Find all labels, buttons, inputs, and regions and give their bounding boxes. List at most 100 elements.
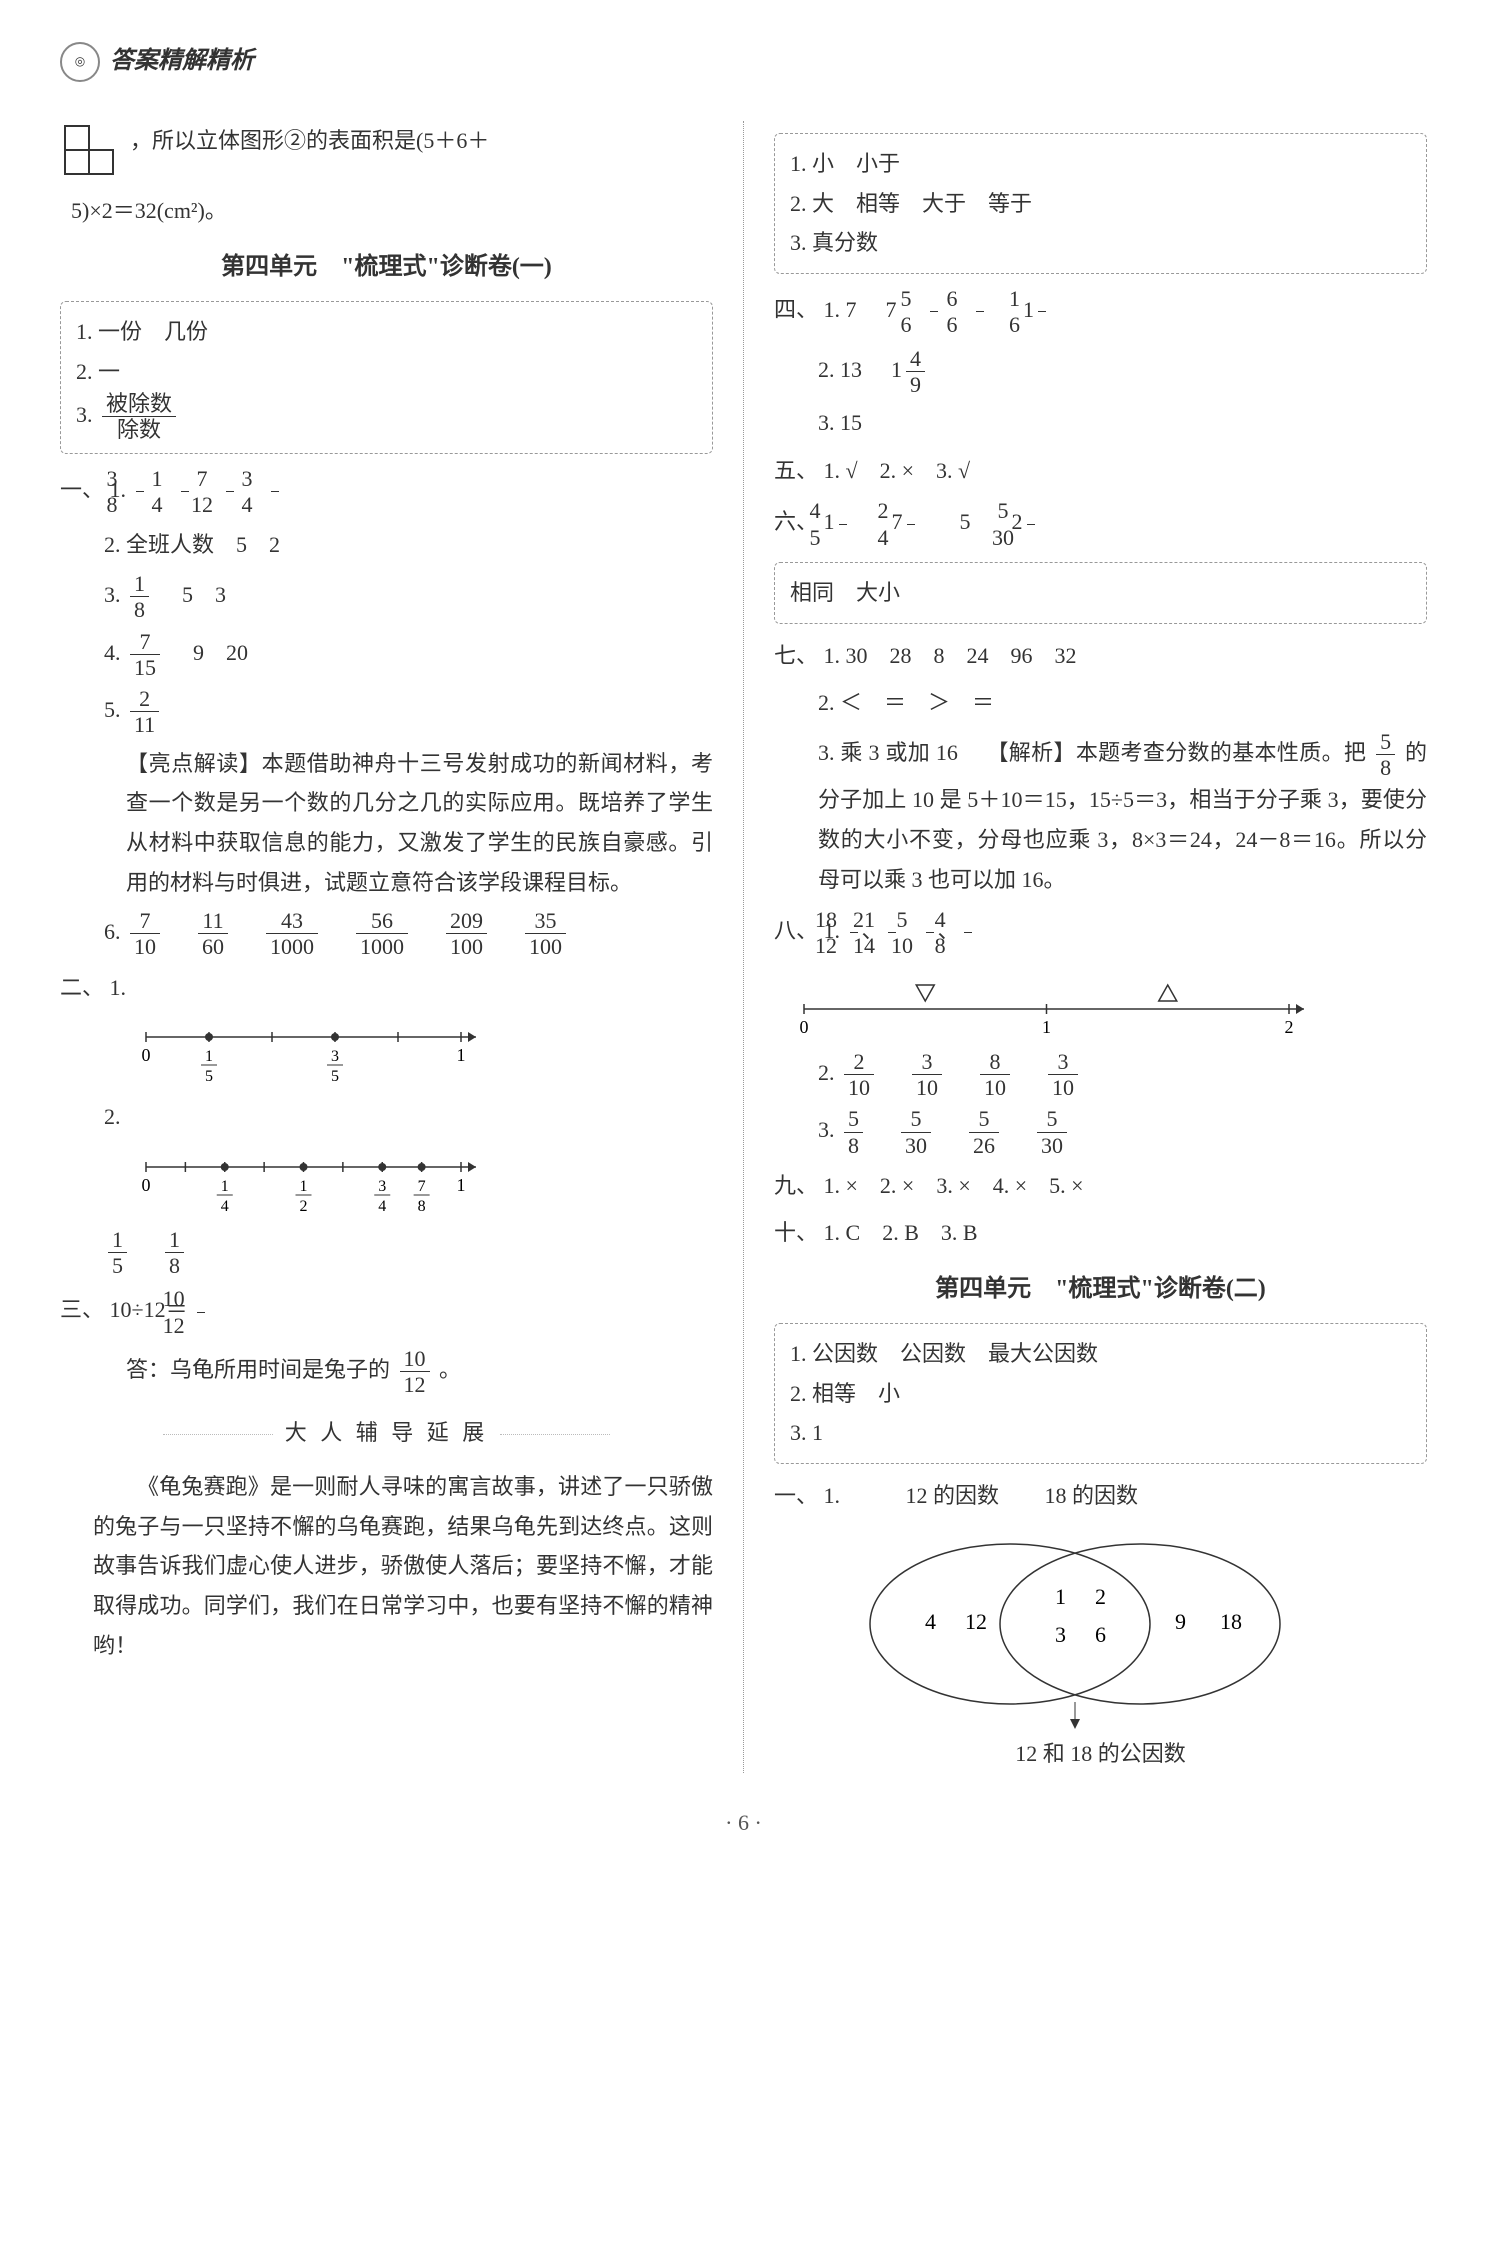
- hdr: 八、: [774, 918, 818, 943]
- svg-text:3: 3: [378, 1178, 386, 1195]
- frac: 1012: [197, 1286, 205, 1338]
- column-divider: [743, 121, 744, 1773]
- hdr: 五、: [774, 458, 818, 483]
- frac: 58: [844, 1106, 863, 1158]
- svg-text:12: 12: [965, 1609, 987, 1634]
- svg-text:5: 5: [331, 1068, 339, 1085]
- rb3-l2: 2. 相等 小: [790, 1374, 1411, 1414]
- frac: 310: [912, 1049, 942, 1101]
- lbl: 1.: [110, 975, 127, 1000]
- svg-text:4: 4: [221, 1198, 229, 1215]
- v: 13: [840, 356, 862, 381]
- d: 8: [130, 597, 149, 622]
- svg-text:1: 1: [457, 1175, 466, 1195]
- numberline-8: 012: [774, 969, 1324, 1039]
- w: 1: [1023, 297, 1034, 322]
- rb1-l1: 1. 小 小于: [790, 144, 1411, 184]
- frac: 310: [1048, 1049, 1078, 1101]
- tag: 【解析】: [986, 740, 1075, 765]
- frac-beichushu: 被除数 除数: [102, 391, 176, 443]
- sec10: 十、 1. C 2. B 3. B: [774, 1213, 1427, 1253]
- n: 1: [1038, 286, 1046, 312]
- intro-line1: ，所以立体图形②的表面积是(5＋6＋: [130, 121, 489, 161]
- frac: 18: [165, 1227, 184, 1279]
- hdr: 十、: [774, 1220, 818, 1245]
- v: 7: [886, 297, 897, 322]
- svg-text:1: 1: [457, 1045, 466, 1065]
- lbl: 3.: [104, 582, 121, 607]
- svg-text:0: 0: [142, 1175, 151, 1195]
- n: 2: [907, 498, 915, 524]
- frac: 18: [130, 571, 149, 623]
- sec7-2: 2. ＜ ＝ ＞ ＝: [818, 683, 1427, 723]
- right-column: 1. 小 小于 2. 大 相等 大于 等于 3. 真分数 四、 1. 7 7 5…: [774, 121, 1427, 1773]
- w: 7: [892, 509, 903, 534]
- frac-num: 被除数: [102, 391, 176, 417]
- intro-line2: 5)×2＝32(cm²)。: [71, 191, 713, 231]
- n: 2: [130, 686, 159, 712]
- txt: 1. × 2. × 3. × 4. × 5. ×: [824, 1173, 1084, 1198]
- svg-text:5: 5: [205, 1068, 213, 1085]
- v: 7: [846, 297, 857, 322]
- unit4b-title: 第四单元 "梳理式"诊断卷(二): [774, 1268, 1427, 1311]
- summary-box-r1: 1. 小 小于 2. 大 相等 大于 等于 3. 真分数: [774, 133, 1427, 274]
- txt: ＜ ＝ ＞ ＝: [840, 690, 994, 715]
- n: 5: [1376, 729, 1395, 755]
- lbl: 2.: [818, 356, 835, 381]
- frac: 1160: [198, 908, 228, 960]
- s1i6: 6. 710116043100056100020910035100: [104, 908, 713, 960]
- svg-text:7: 7: [418, 1178, 426, 1195]
- sec8-2: 2. 210310810310: [818, 1049, 1427, 1101]
- venn-bottom: 12 和 18 的公因数: [774, 1734, 1427, 1774]
- lbl: 1.: [824, 297, 841, 322]
- s1i3: 3. 18 5 3: [104, 571, 713, 623]
- left-label: 12 的因数: [906, 1483, 1000, 1508]
- d: 6: [1038, 312, 1046, 337]
- svg-text:1: 1: [1055, 1584, 1066, 1609]
- frac: 45: [839, 498, 847, 550]
- rest: 5 3: [182, 582, 226, 607]
- frac: 810: [980, 1049, 1010, 1101]
- sec3-ans: 答：乌龟所用时间是兔子的 1012 。: [126, 1346, 713, 1398]
- n: 4: [839, 498, 847, 524]
- frac: 24: [907, 498, 915, 550]
- rb1-l2: 2. 大 相等 大于 等于: [790, 184, 1411, 224]
- lbl: 2.: [104, 532, 121, 557]
- sec6: 六、 145 724 5 2530: [774, 498, 1427, 550]
- frac: 211: [130, 686, 159, 738]
- txt: 全班人数 5 2: [126, 532, 280, 557]
- frac: 715: [130, 629, 160, 681]
- lbl: 1.: [824, 1483, 841, 1508]
- sec2-1: 二、 1.: [60, 968, 713, 1008]
- frac: 526: [969, 1106, 999, 1158]
- rest: 9 20: [193, 639, 248, 664]
- sec8-1: 八、 1. 1812、2114 510、48: [774, 907, 1427, 959]
- svg-text:0: 0: [800, 1017, 809, 1037]
- post: 。: [439, 1357, 461, 1382]
- lbl: 6.: [104, 919, 121, 944]
- frac: 49: [906, 346, 925, 398]
- frac: 431000: [266, 908, 318, 960]
- frac: 530: [901, 1106, 931, 1158]
- svg-text:8: 8: [418, 1198, 426, 1215]
- lbl: 3.: [818, 1117, 835, 1142]
- lbl: 4.: [104, 639, 121, 664]
- d: 12: [197, 1313, 205, 1338]
- sec8-3: 3. 58 530 526 530: [818, 1106, 1427, 1158]
- two-column-layout: ，所以立体图形②的表面积是(5＋6＋ 5)×2＝32(cm²)。 第四单元 "梳…: [60, 121, 1427, 1773]
- frac: 530: [1027, 498, 1035, 550]
- n: 1: [181, 466, 189, 492]
- svg-text:3: 3: [331, 1048, 339, 1065]
- frac: 66: [976, 286, 984, 338]
- svg-text:18: 18: [1220, 1609, 1242, 1634]
- frac: 209100: [446, 908, 487, 960]
- sec4-3: 3. 15: [818, 403, 1427, 443]
- svg-text:9: 9: [1175, 1609, 1186, 1634]
- rb1-l3: 3. 真分数: [790, 223, 1411, 263]
- svg-text:1: 1: [1042, 1017, 1051, 1037]
- svg-text:4: 4: [925, 1609, 936, 1634]
- sec2-tail: 1518: [104, 1227, 713, 1279]
- frac: 530: [1037, 1106, 1067, 1158]
- box1-l1: 1. 一份 几份: [76, 312, 697, 352]
- svg-text:1: 1: [221, 1178, 229, 1195]
